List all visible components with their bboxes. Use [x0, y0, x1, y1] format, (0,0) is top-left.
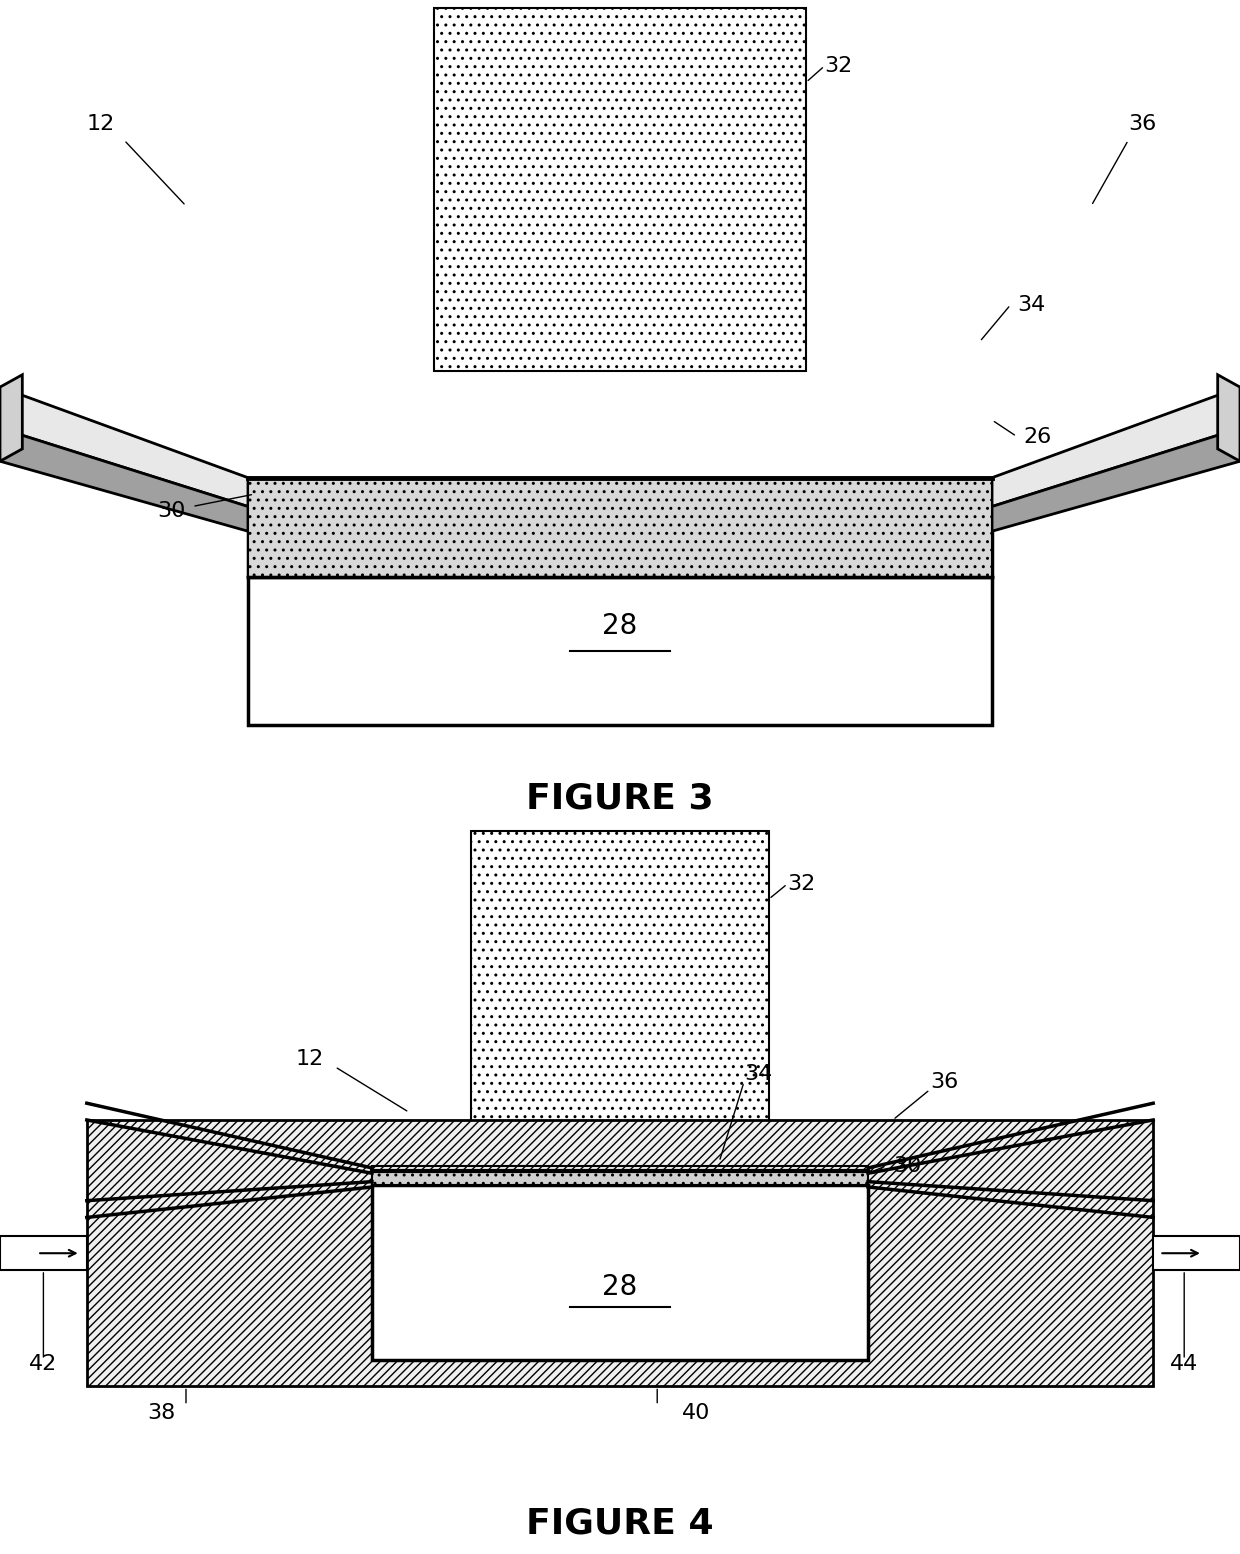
Bar	[248, 477, 992, 577]
Text: 36: 36	[1128, 113, 1157, 134]
Polygon shape	[0, 375, 22, 462]
Polygon shape	[0, 387, 248, 507]
Text: FIGURE 4: FIGURE 4	[526, 1506, 714, 1540]
Text: 40: 40	[682, 1403, 711, 1423]
Text: 30: 30	[893, 1156, 921, 1176]
Text: 32: 32	[787, 873, 816, 894]
Text: 28: 28	[603, 1273, 637, 1302]
Bar	[248, 477, 992, 724]
Bar	[434, 8, 806, 370]
Bar	[372, 1172, 868, 1184]
Text: 30: 30	[157, 500, 186, 521]
Text: 36: 36	[930, 1072, 959, 1092]
Bar	[1153, 1237, 1240, 1270]
Polygon shape	[992, 429, 1240, 531]
Text: 34: 34	[744, 1064, 773, 1085]
Polygon shape	[992, 387, 1240, 507]
Text: 44: 44	[1171, 1354, 1198, 1374]
Bar	[87, 1120, 1153, 1386]
Text: 38: 38	[148, 1403, 175, 1423]
Text: 12: 12	[296, 1049, 324, 1069]
Text: FIGURE 3: FIGURE 3	[526, 782, 714, 816]
Bar	[471, 830, 769, 1134]
Text: 34: 34	[1017, 295, 1045, 315]
Polygon shape	[0, 429, 248, 531]
Bar	[0, 1237, 87, 1270]
Polygon shape	[1218, 375, 1240, 462]
Text: 12: 12	[87, 113, 115, 134]
Text: 32: 32	[825, 56, 853, 76]
Text: 28: 28	[603, 612, 637, 640]
Text: 26: 26	[1023, 426, 1052, 446]
Text: 42: 42	[30, 1354, 57, 1374]
Bar	[372, 1184, 868, 1360]
